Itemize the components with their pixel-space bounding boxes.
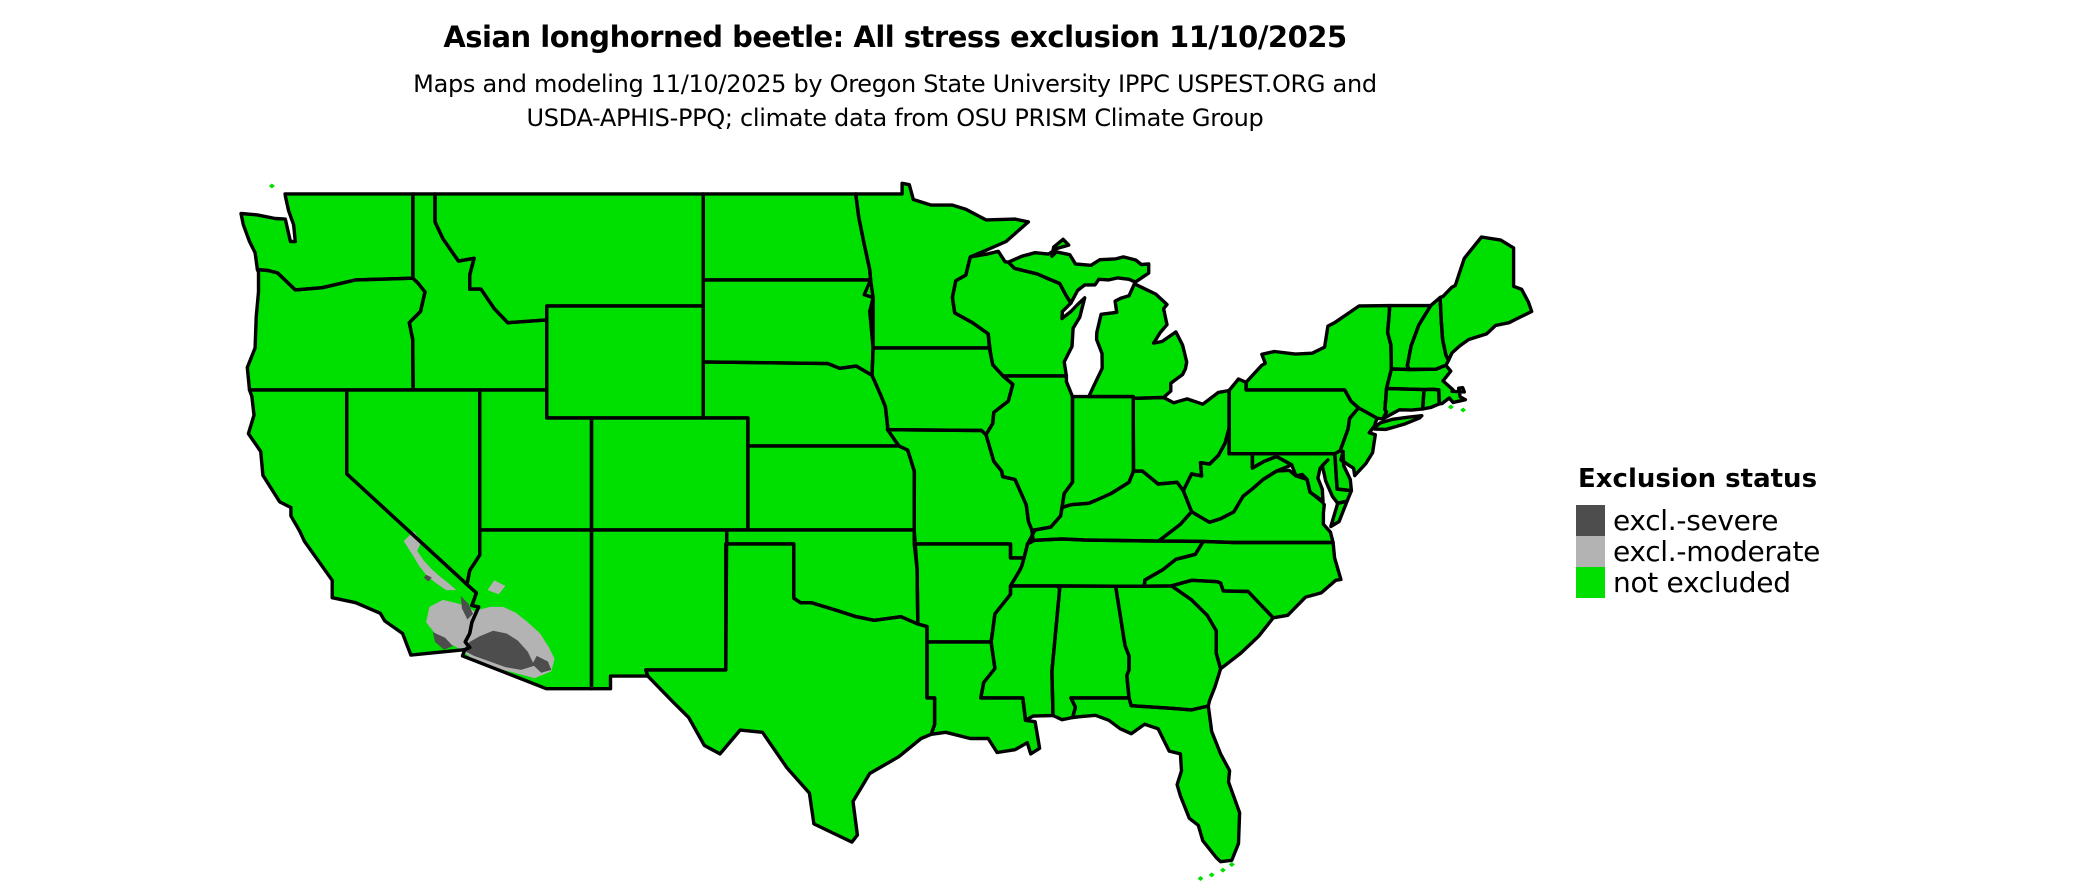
map-subtitle: Maps and modeling 11/10/2025 by Oregon S…	[0, 67, 1790, 135]
state-border-ct	[1381, 386, 1426, 421]
state-fill-ms	[980, 585, 1060, 721]
state-fill-mi1	[1088, 283, 1187, 399]
state-fill-wy	[546, 305, 704, 418]
state-fill-sc	[1171, 580, 1274, 669]
state-fill-me	[1440, 237, 1532, 361]
legend: Exclusion status excl.-severe excl.-mode…	[1576, 464, 1996, 598]
state-fill-ca	[248, 389, 479, 656]
state-border-mi1	[1087, 282, 1189, 400]
state-fill-co	[591, 417, 748, 530]
state-fill-ar	[914, 543, 1024, 642]
state-fill-nh	[1407, 297, 1449, 370]
legend-swatch-moderate	[1576, 536, 1605, 567]
state-border-tx	[644, 542, 937, 844]
state-fill-wv	[1183, 428, 1292, 523]
state-fill-mt	[435, 193, 704, 323]
legend-label-not-excluded: not excluded	[1613, 566, 1791, 599]
state-fill-id	[409, 193, 547, 390]
state-border-mi2	[1006, 237, 1151, 305]
legend-swatch-not-excluded	[1576, 567, 1605, 598]
state-fill-ne	[703, 361, 899, 446]
exclusion-patch-severe-0	[463, 630, 535, 670]
state-fill-de	[1334, 450, 1352, 491]
map-header: Asian longhorned beetle: All stress excl…	[0, 20, 1790, 135]
exclusion-patch-severe-4	[423, 574, 432, 582]
island-speck-6	[268, 183, 275, 189]
state-border-fl	[1069, 696, 1242, 864]
state-fill-mo	[887, 429, 1034, 558]
state-fill-sd	[703, 279, 874, 376]
state-fill-pa	[1229, 379, 1359, 454]
legend-title: Exclusion status	[1578, 464, 1818, 494]
legend-swatch-severe	[1576, 505, 1605, 536]
map-title: Asian longhorned beetle: All stress excl…	[443, 20, 1347, 54]
state-fill-wi	[952, 251, 1085, 376]
state-fill-nm	[591, 529, 727, 689]
island-speck-3	[1228, 862, 1235, 867]
state-fill-ia	[872, 347, 1013, 435]
island-speck-0	[1197, 876, 1204, 881]
exclusion-patch-severe-2	[460, 595, 473, 620]
legend-row-severe: excl.-severe	[1576, 505, 1996, 536]
island-speck-1	[1208, 872, 1215, 878]
exclusion-patch-severe-3	[532, 655, 552, 673]
state-fill-al	[1051, 585, 1129, 720]
island-speck-4	[1447, 404, 1454, 410]
state-borders	[239, 181, 1534, 864]
state-fill-il	[986, 375, 1073, 530]
state-border-nc	[1142, 539, 1343, 620]
state-fill-inn	[1062, 396, 1134, 508]
state-fill-or	[247, 269, 425, 390]
legend-label-severe: excl.-severe	[1613, 504, 1779, 537]
state-fill-ga	[1115, 585, 1221, 710]
state-fill-li	[1374, 415, 1422, 430]
state-border-vsh	[1329, 499, 1349, 529]
state-fill-tn	[1010, 538, 1204, 587]
exclusion-patch-moderate-0	[403, 531, 457, 591]
state-fill-va	[1158, 470, 1334, 543]
state-border-md	[1250, 452, 1354, 505]
state-fill-ut	[479, 389, 592, 530]
exclusion-patch-moderate-2	[487, 580, 506, 595]
state-fill-ny	[1246, 305, 1392, 419]
legend-row-not-excluded: not excluded	[1576, 567, 1996, 598]
state-fill-fl	[1070, 697, 1240, 862]
state-fills	[241, 183, 1532, 881]
state-border-me	[1438, 235, 1534, 362]
legend-row-moderate: excl.-moderate	[1576, 536, 1996, 567]
exclusion-patches	[403, 531, 555, 679]
state-fill-nv	[346, 389, 480, 585]
state-fill-oh	[1133, 390, 1230, 491]
state-fill-nc	[1144, 541, 1341, 618]
legend-label-moderate: excl.-moderate	[1613, 535, 1821, 568]
map-subtitle-line2: USDA-APHIS-PPQ; climate data from OSU PR…	[526, 104, 1264, 132]
state-border-li	[1373, 414, 1424, 432]
state-fill-wa	[241, 193, 413, 290]
state-border-az	[460, 528, 594, 691]
island-speck-2	[1219, 867, 1226, 873]
state-fill-ks	[747, 445, 915, 530]
exclusion-patch-severe-1	[432, 632, 453, 650]
map-subtitle-line1: Maps and modeling 11/10/2025 by Oregon S…	[413, 70, 1377, 98]
state-fill-mn	[855, 183, 1029, 348]
state-fill-md	[1252, 453, 1352, 504]
state-fill-ok	[726, 529, 918, 624]
state-fill-nd	[703, 193, 871, 280]
state-fill-ky	[1027, 471, 1192, 544]
island-speck-5	[1460, 407, 1467, 413]
